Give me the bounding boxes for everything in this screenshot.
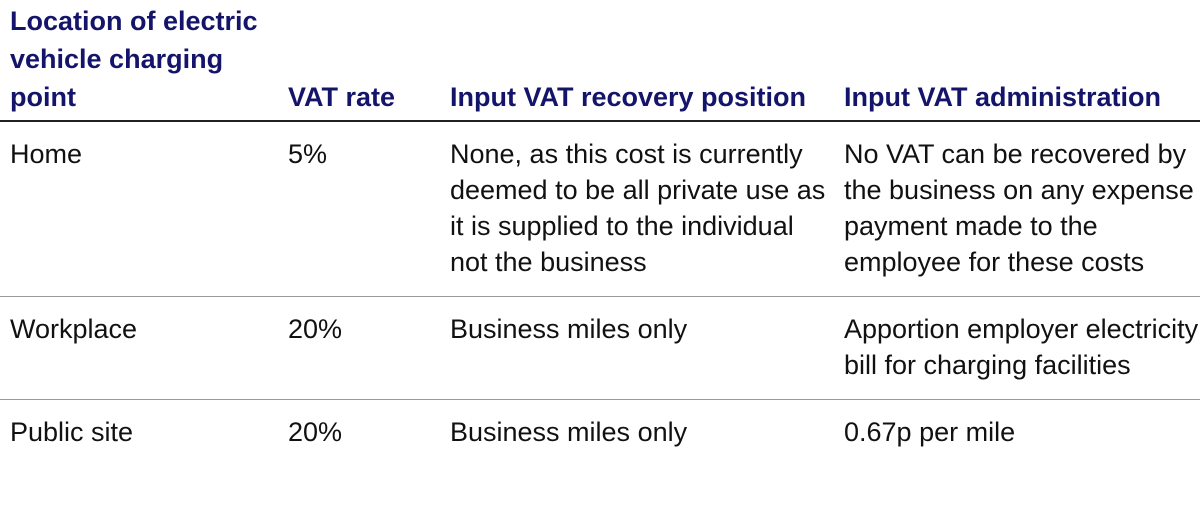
header-cell: Input VAT recovery position [440, 2, 834, 122]
table-cell: 5% [278, 121, 440, 297]
header-cell: Input VAT administration [834, 2, 1200, 122]
table-cell: 20% [288, 417, 343, 447]
table-cell: 0.67p per mile [844, 417, 1016, 447]
table-row: Public site 20% Business miles only 0.67p p… [0, 400, 1200, 467]
header-row: Location of electric vehicle charging po… [0, 2, 1200, 122]
table-cell: 20% [278, 296, 440, 400]
table-cell: Business miles only [440, 296, 834, 400]
header-cell: VAT rate [278, 2, 440, 122]
table-cell: Workplace [0, 296, 278, 400]
table-cell: No VAT can be recovered by the business … [834, 121, 1200, 297]
table-cell: None, as this cost is currently deemed t… [440, 121, 834, 297]
table-cell: Business miles only [450, 417, 688, 447]
table-cell: Home [0, 121, 278, 297]
table-body: Home 5% None, as this cost is currently de… [0, 121, 1200, 466]
table-cell: Apportion employer electricity bill for … [834, 296, 1200, 400]
table-cell: Public site [10, 417, 134, 447]
table-row: Workplace 20% Business miles only Apportion… [0, 296, 1200, 400]
header-cell: Location of electric vehicle charging po… [0, 2, 278, 122]
table-row: Home 5% None, as this cost is currently de… [0, 121, 1200, 297]
vat-table: Location of electric vehicle charging po… [0, 2, 1200, 466]
